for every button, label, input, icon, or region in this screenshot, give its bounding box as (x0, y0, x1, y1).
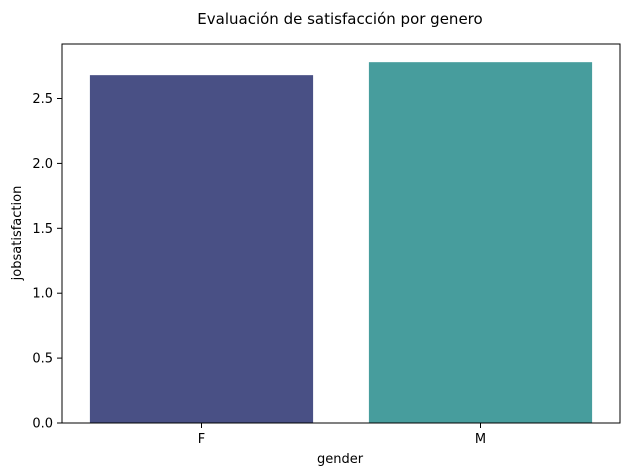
bars (89, 62, 593, 424)
y-tick-label: 1.0 (32, 287, 53, 302)
y-axis-label: jobsatisfaction (10, 186, 25, 282)
bar-f (89, 75, 314, 424)
plot-frame (61, 43, 621, 424)
chart-title: Evaluación de satisfacción por genero (197, 10, 482, 28)
y-axis-ticks: 0.0 0.5 1.0 1.5 2.0 2.5 (32, 92, 62, 432)
y-tick-label: 2.0 (32, 157, 53, 172)
y-tick-label: 0.0 (32, 417, 53, 432)
x-tick-label-f: F (198, 432, 205, 447)
y-tick-label: 2.5 (32, 92, 53, 107)
y-tick-label: 1.5 (32, 222, 53, 237)
bar-m (368, 62, 593, 424)
x-tick-label-m: M (475, 432, 486, 447)
y-tick-label: 0.5 (32, 352, 53, 367)
x-axis-label: gender (317, 452, 364, 467)
